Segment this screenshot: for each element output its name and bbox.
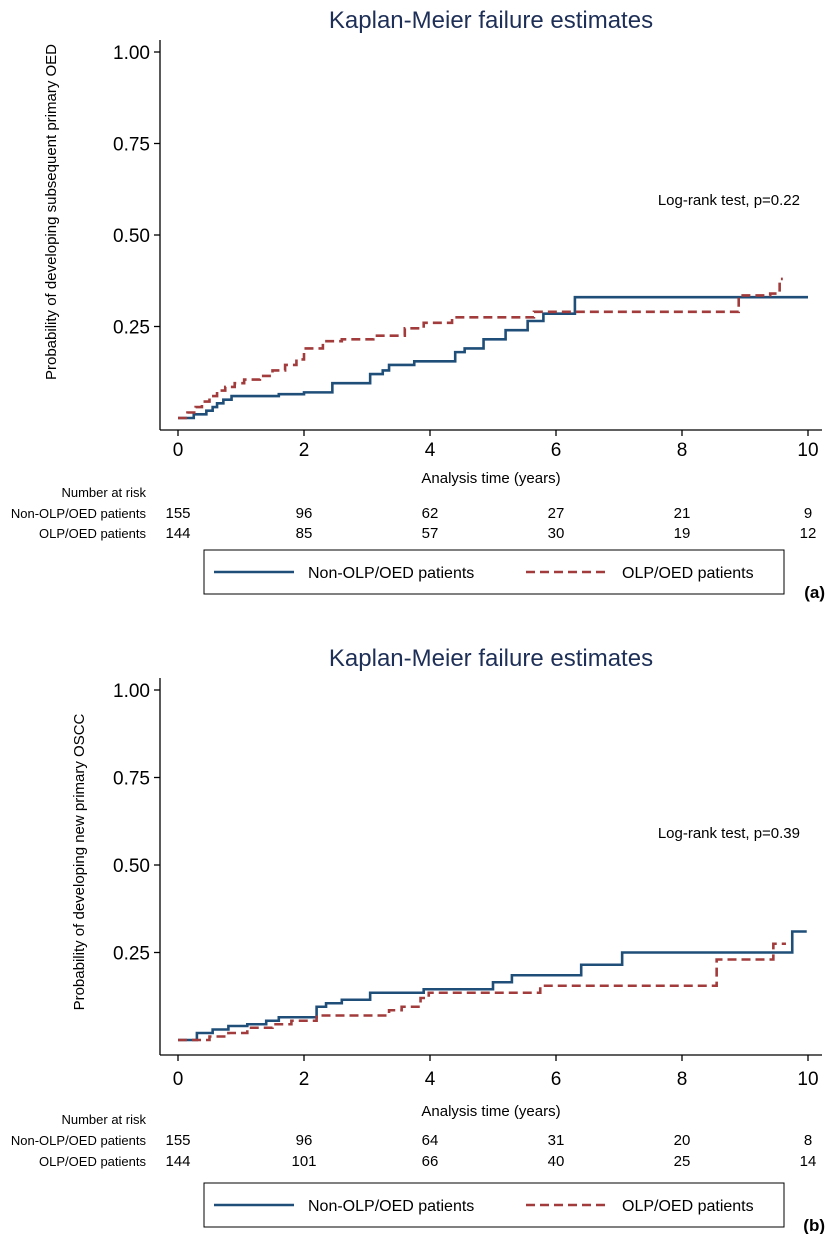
risk-count: 14 [800,1153,817,1170]
risk-count: 20 [674,1132,691,1149]
y-tick-label: 1.00 [113,43,150,64]
x-tick-label: 2 [299,440,310,461]
risk-count: 19 [674,525,691,542]
series-line-non-olp-oed [178,295,808,420]
x-tick-label: 0 [173,440,184,461]
y-tick-label: 0.75 [113,135,150,156]
risk-row-label: OLP/OED patients [39,526,146,541]
x-tick-label: 0 [173,1069,184,1090]
legend: Non-OLP/OED patients OLP/OED patients [203,1182,785,1228]
legend: Non-OLP/OED patients OLP/OED patients [203,549,785,595]
risk-count: 12 [800,525,817,542]
y-tick-label: 1.00 [113,681,150,702]
x-axis-label: Analysis time (years) [421,470,560,487]
risk-count: 40 [548,1153,565,1170]
chart-panel-a: Kaplan-Meier failure estimates 0.25 0.50 0.… [11,7,825,602]
x-tick-label: 10 [797,440,818,461]
risk-count: 8 [804,1132,812,1149]
risk-table-header: Number at risk [61,485,146,500]
y-tick-label: 0.75 [113,769,150,790]
risk-count: 66 [422,1153,439,1170]
x-tick-label: 6 [551,440,562,461]
risk-count: 155 [165,1132,190,1149]
y-axis-label: Probability of developing new primary OS… [71,713,88,1010]
legend-box [203,549,785,595]
series-line-olp-oed [178,277,783,420]
risk-table-header: Number at risk [61,1112,146,1127]
x-tick-label: 4 [425,440,436,461]
chart-panel-b: Kaplan-Meier failure estimates 0.25 0.50 0.… [11,645,825,1234]
x-axis-label: Analysis time (years) [421,1103,560,1120]
risk-count: 144 [165,525,190,542]
risk-row-label: Non-OLP/OED patients [11,506,147,521]
risk-count: 64 [422,1132,439,1149]
y-axis-label: Probability of developing subsequent pri… [43,44,60,380]
risk-count: 31 [548,1132,565,1149]
chart-title: Kaplan-Meier failure estimates [329,7,653,34]
risk-count: 57 [422,525,439,542]
risk-count: 9 [804,505,812,522]
y-tick-label: 0.25 [113,318,150,339]
x-tick-label: 8 [677,440,688,461]
legend-box [203,1182,785,1228]
x-tick-label: 10 [797,1069,818,1090]
risk-count: 30 [548,525,565,542]
risk-count: 144 [165,1153,190,1170]
x-tick-label: 4 [425,1069,436,1090]
risk-count: 85 [296,525,313,542]
risk-count: 62 [422,505,439,522]
x-tick-label: 8 [677,1069,688,1090]
y-tick-label: 0.50 [113,226,150,247]
panel-label: (b) [803,1216,825,1234]
log-rank-annotation: Log-rank test, p=0.39 [658,825,800,842]
legend-label-olp-oed: OLP/OED patients [622,1198,754,1215]
risk-row-label: Non-OLP/OED patients [11,1133,147,1148]
x-tick-label: 6 [551,1069,562,1090]
risk-count: 96 [296,505,313,522]
series-line-olp-oed [178,942,786,1042]
y-tick-label: 0.50 [113,856,150,877]
risk-count: 25 [674,1153,691,1170]
panel-label: (a) [804,583,825,602]
legend-label-non-olp-oed: Non-OLP/OED patients [308,1198,474,1215]
risk-count: 27 [548,505,565,522]
risk-count: 155 [165,505,190,522]
risk-count: 21 [674,505,691,522]
risk-row-label: OLP/OED patients [39,1154,146,1169]
log-rank-annotation: Log-rank test, p=0.22 [658,192,800,209]
risk-count: 101 [291,1153,316,1170]
x-tick-label: 2 [299,1069,310,1090]
risk-count: 96 [296,1132,313,1149]
y-tick-label: 0.25 [113,944,150,965]
chart-title: Kaplan-Meier failure estimates [329,645,653,672]
legend-label-non-olp-oed: Non-OLP/OED patients [308,565,474,582]
series-line-non-olp-oed [178,930,807,1042]
legend-label-olp-oed: OLP/OED patients [622,565,754,582]
